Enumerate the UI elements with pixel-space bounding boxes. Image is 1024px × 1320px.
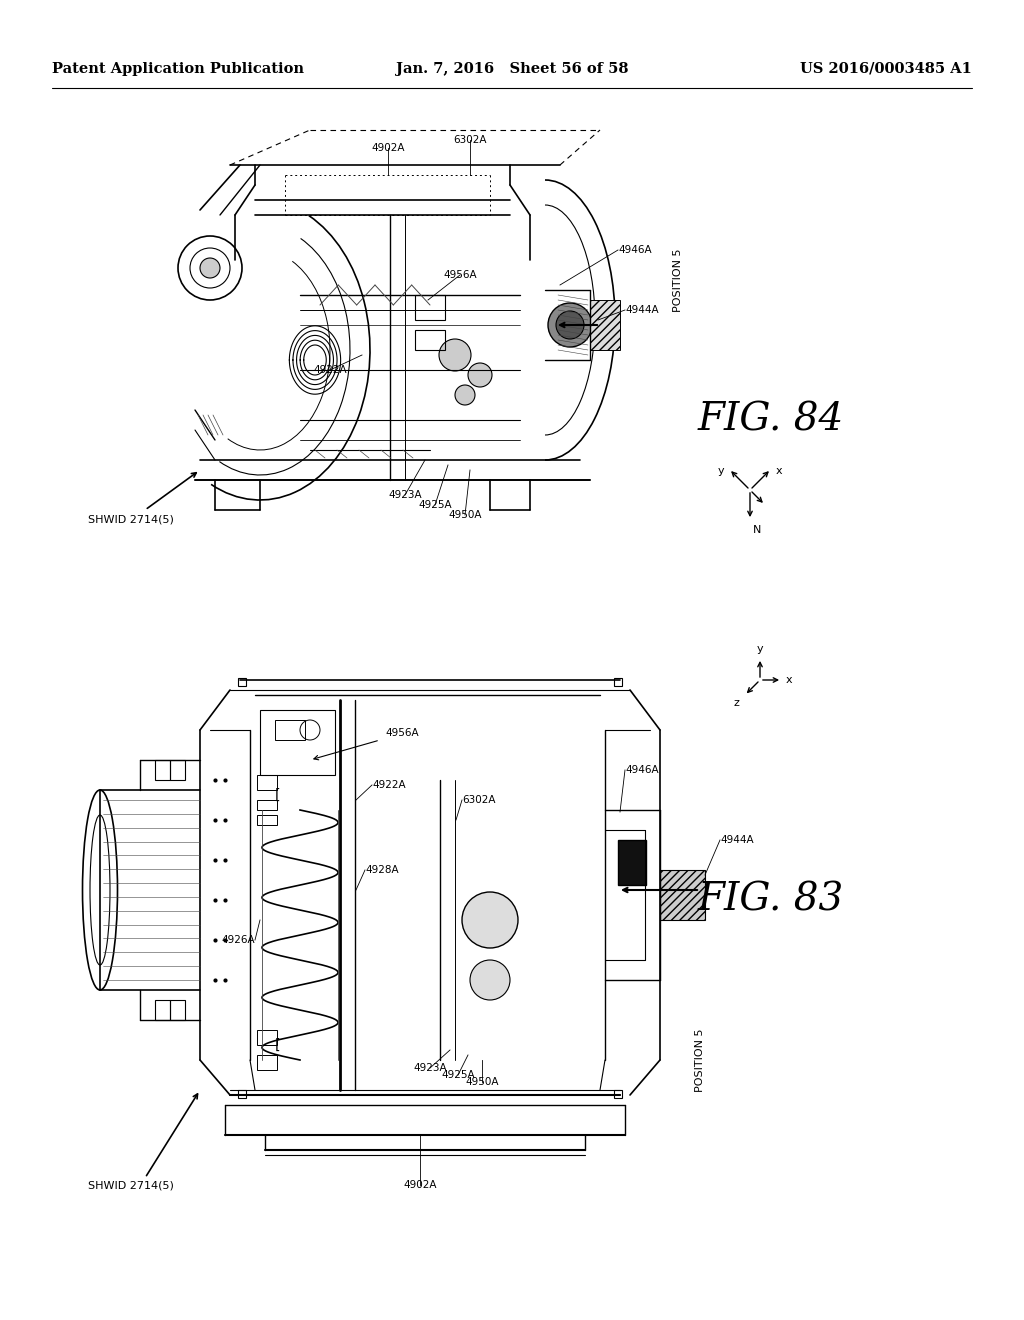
Text: 6302A: 6302A [462, 795, 496, 805]
Bar [614, 678, 622, 686]
Bar [415, 330, 445, 350]
Text: 4925A: 4925A [418, 500, 452, 510]
Circle shape [439, 339, 471, 371]
Bar [590, 300, 620, 350]
Circle shape [468, 363, 492, 387]
Text: 4925A: 4925A [441, 1071, 475, 1080]
Text: y: y [757, 644, 763, 653]
Text: POSITION 5: POSITION 5 [695, 1028, 705, 1092]
Text: 4922A: 4922A [313, 366, 347, 375]
Bar [170, 760, 185, 780]
Text: POSITION 5: POSITION 5 [673, 248, 683, 312]
Text: [: [ [275, 1038, 281, 1052]
Circle shape [200, 257, 220, 279]
Text: 4902A: 4902A [403, 1180, 437, 1191]
Text: US 2016/0003485 A1: US 2016/0003485 A1 [800, 62, 972, 77]
Text: z: z [734, 698, 739, 709]
Text: [: [ [275, 788, 281, 803]
Bar [257, 1055, 278, 1071]
Text: SHWID 2714(5): SHWID 2714(5) [88, 515, 174, 525]
Bar [238, 1090, 246, 1098]
Circle shape [455, 385, 475, 405]
Bar [260, 710, 335, 775]
Text: 4923A: 4923A [388, 490, 422, 500]
Bar [155, 1001, 170, 1020]
Text: Jan. 7, 2016   Sheet 56 of 58: Jan. 7, 2016 Sheet 56 of 58 [395, 62, 629, 77]
Text: 4946A: 4946A [618, 246, 651, 255]
Text: y: y [718, 466, 724, 477]
Text: 4926A: 4926A [221, 935, 255, 945]
Text: 4950A: 4950A [465, 1077, 499, 1086]
Bar [614, 1090, 622, 1098]
Circle shape [462, 892, 518, 948]
Text: 4928A: 4928A [365, 865, 398, 875]
Bar [238, 678, 246, 686]
Text: Patent Application Publication: Patent Application Publication [52, 62, 304, 77]
Text: FIG. 84: FIG. 84 [698, 401, 844, 438]
Text: 4956A: 4956A [443, 271, 477, 280]
Text: SHWID 2714(5): SHWID 2714(5) [88, 1180, 174, 1191]
Bar [257, 775, 278, 789]
Bar [155, 760, 170, 780]
Text: N: N [753, 525, 762, 535]
Bar [170, 1001, 185, 1020]
Circle shape [548, 304, 592, 347]
Text: 6302A: 6302A [454, 135, 486, 145]
Text: FIG. 83: FIG. 83 [698, 882, 844, 919]
Text: 4944A: 4944A [625, 305, 658, 315]
Text: 4944A: 4944A [720, 836, 754, 845]
Bar [257, 1030, 278, 1045]
Text: x: x [786, 675, 793, 685]
Bar [275, 719, 305, 741]
Bar [257, 814, 278, 825]
Circle shape [556, 312, 584, 339]
Text: 4923A: 4923A [414, 1063, 446, 1073]
Text: 4950A: 4950A [449, 510, 481, 520]
Bar [660, 870, 705, 920]
Text: 4956A: 4956A [385, 729, 419, 738]
Text: x: x [776, 466, 782, 477]
Bar [415, 294, 445, 319]
Circle shape [470, 960, 510, 1001]
Text: 4902A: 4902A [372, 143, 404, 153]
Bar [257, 800, 278, 810]
Text: 4922A: 4922A [372, 780, 406, 789]
Bar [618, 840, 646, 884]
Text: 4946A: 4946A [625, 766, 658, 775]
